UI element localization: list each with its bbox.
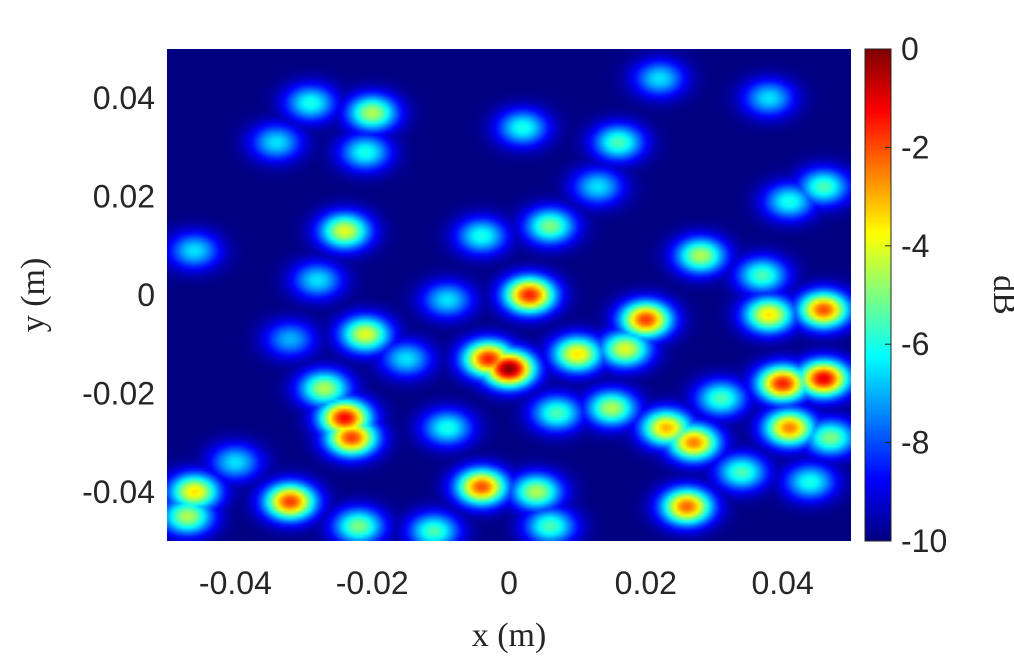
x-tick-label: -0.04 <box>199 565 272 601</box>
y-tick-label: 0.04 <box>93 80 155 116</box>
y-axis-label: y (m) <box>15 258 52 333</box>
colorbar-tick-label: -10 <box>901 523 947 559</box>
colorbar-label: dB <box>986 275 1014 315</box>
colorbar-tick-label: -8 <box>901 425 929 461</box>
y-tick-label: -0.04 <box>82 474 155 510</box>
colorbar-tick-label: 0 <box>901 31 919 67</box>
x-axis-label: x (m) <box>472 617 547 654</box>
x-axis-ticks: -0.04 -0.02 0 0.02 0.04 <box>199 565 814 601</box>
heatmap-image <box>167 49 851 541</box>
colorbar-tick-label: -4 <box>901 228 929 264</box>
colorbar-border <box>864 48 892 542</box>
x-tick-label: 0 <box>500 565 518 601</box>
y-tick-label: 0 <box>137 277 155 313</box>
colorbar-gradient <box>865 49 891 541</box>
y-tick-label: 0.02 <box>93 179 155 215</box>
x-tick-label: -0.02 <box>336 565 409 601</box>
y-tick-label: -0.02 <box>82 375 155 411</box>
x-tick-label: 0.04 <box>751 565 813 601</box>
colorbar: 0 -2 -4 -6 -8 -10 dB <box>864 31 1014 559</box>
colorbar-tick-label: -6 <box>901 326 929 362</box>
x-tick-label: 0.02 <box>615 565 677 601</box>
y-axis-ticks: 0.04 0.02 0 -0.02 -0.04 <box>82 80 155 510</box>
colorbar-ticks: 0 -2 -4 -6 -8 -10 <box>885 31 947 559</box>
colorbar-tick-label: -2 <box>901 129 929 165</box>
heatmap-plot-area <box>167 49 851 541</box>
